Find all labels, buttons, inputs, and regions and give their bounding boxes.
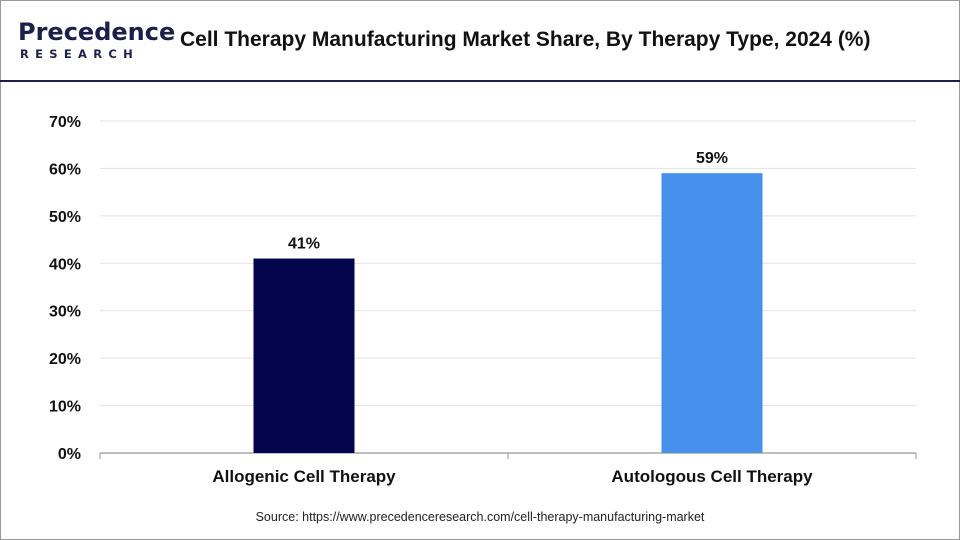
chart-title: Cell Therapy Manufacturing Market Share,… [180,28,871,51]
bar [253,258,355,453]
y-tick-label: 30% [49,304,81,321]
y-tick-label: 60% [49,161,81,178]
data-label: 59% [696,150,728,167]
y-tick-label: 10% [49,399,81,416]
source-note: Source: https://www.precedenceresearch.c… [255,510,705,524]
bar [661,173,763,453]
header-divider [0,80,960,82]
y-tick-label: 40% [49,256,81,273]
bar-chart: 0% 10% 20% 30% 40% 50% 60% 70% 41% Allogenic Cell… [49,114,917,486]
y-tick-label: 50% [49,209,81,226]
logo: Precedence RESEARCH [18,18,175,64]
header: Precedence RESEARCH Cell Therapy Manufac… [0,0,960,82]
x-tick-label: Allogenic Cell Therapy [212,467,396,486]
y-tick-label: 20% [49,351,81,368]
y-tick-label: 0% [58,446,81,463]
y-tick-label: 70% [49,114,81,131]
x-tick-label: Autologous Cell Therapy [611,467,813,486]
logo-name: Precedence [18,18,176,46]
data-label: 41% [288,236,320,253]
logo-subtitle: RESEARCH [20,47,140,61]
